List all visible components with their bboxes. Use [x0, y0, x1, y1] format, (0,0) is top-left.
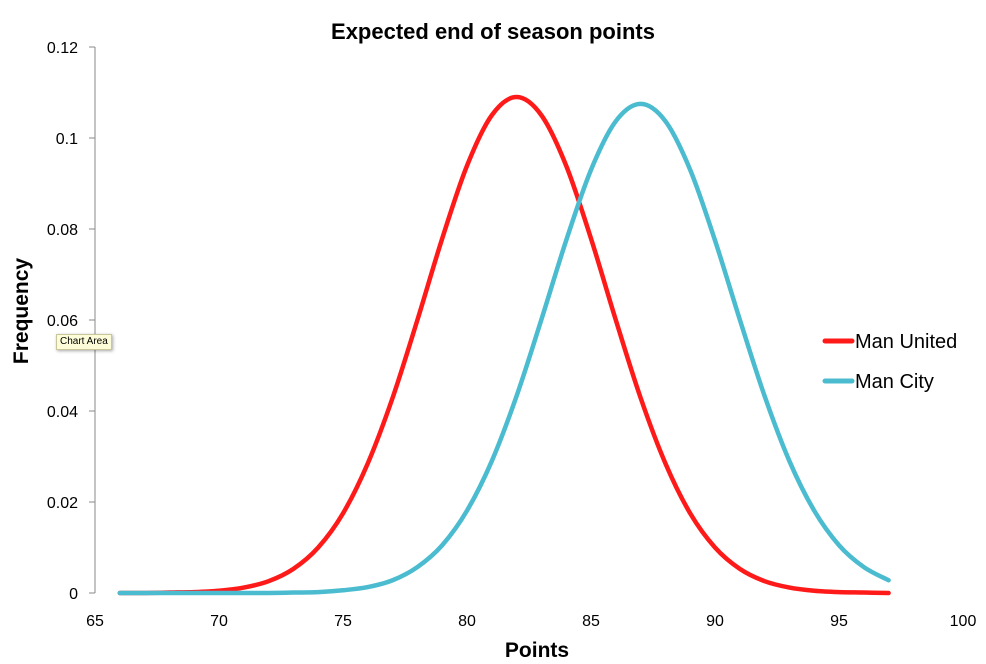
x-tick-label: 70 — [210, 613, 228, 630]
x-tick-label: 65 — [86, 613, 104, 630]
y-tick-label: 0.06 — [47, 313, 78, 330]
y-tick-label: 0.08 — [47, 222, 78, 239]
series-line-man-city[interactable] — [117, 101, 891, 596]
series-line-man-united[interactable] — [117, 94, 891, 596]
y-tick-label: 0.12 — [47, 40, 78, 57]
y-tick-label: 0.1 — [56, 131, 78, 148]
chart-title: Expected end of season points — [331, 19, 655, 44]
y-axis-label: Frequency — [10, 258, 33, 365]
x-axis-label: Points — [505, 639, 569, 662]
x-tick-label: 80 — [458, 613, 476, 630]
x-tick-label: 85 — [582, 613, 600, 630]
x-tick-label: 75 — [334, 613, 352, 630]
y-tick-label: 0 — [69, 586, 78, 603]
x-tick-label: 95 — [830, 613, 848, 630]
y-tick-label: 0.02 — [47, 495, 78, 512]
x-tick-label: 90 — [706, 613, 724, 630]
y-tick-label: 0.04 — [47, 404, 78, 421]
legend-label: Man United — [855, 331, 957, 353]
chart-area-tooltip: Chart Area — [56, 334, 112, 350]
x-tick-label: 100 — [950, 613, 977, 630]
legend-label: Man City — [855, 371, 934, 393]
